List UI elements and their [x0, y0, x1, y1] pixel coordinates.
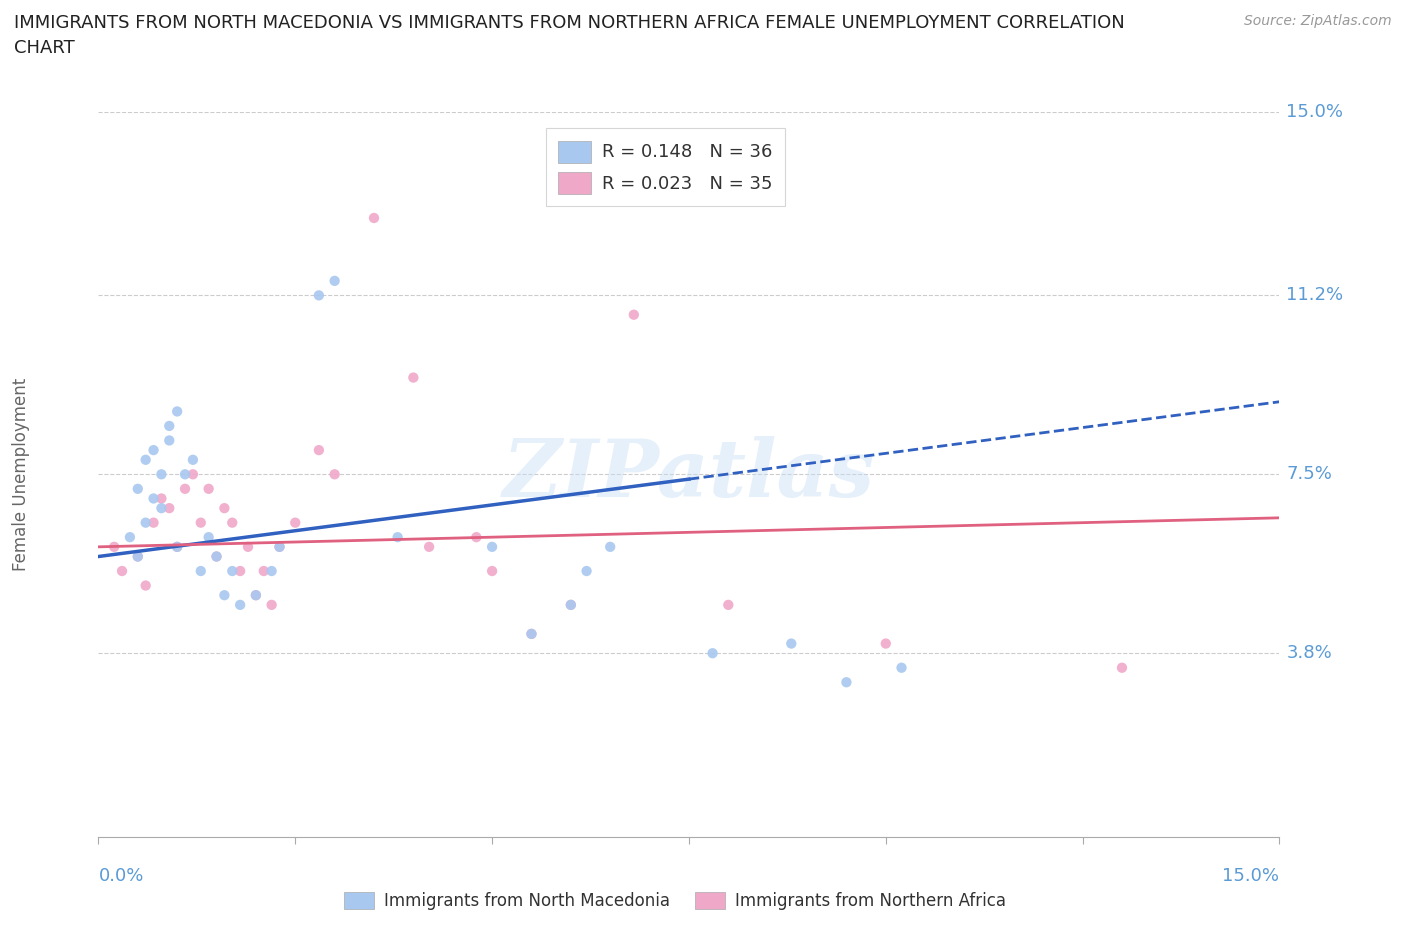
Point [197, 482, 219, 497]
Legend: R = 0.148   N = 36, R = 0.023   N = 35: R = 0.148 N = 36, R = 0.023 N = 35 [546, 128, 785, 206]
Point [284, 515, 307, 530]
Point [780, 636, 803, 651]
Point [387, 530, 409, 545]
Legend: Immigrants from North Macedonia, Immigrants from Northern Africa: Immigrants from North Macedonia, Immigra… [337, 885, 1012, 917]
Point [197, 530, 219, 545]
Point [363, 210, 385, 225]
Point [245, 588, 267, 603]
Point [142, 491, 165, 506]
Point [236, 539, 259, 554]
Text: 7.5%: 7.5% [1286, 465, 1333, 484]
Point [157, 418, 180, 433]
Point [269, 539, 291, 554]
Point [520, 627, 543, 642]
Point [402, 370, 425, 385]
Point [229, 597, 252, 612]
Point [214, 588, 236, 603]
Point [253, 564, 276, 578]
Point [142, 515, 165, 530]
Point [323, 273, 346, 288]
Point [157, 500, 180, 515]
Point [190, 564, 212, 578]
Point [717, 597, 740, 612]
Point [166, 539, 188, 554]
Point [205, 549, 228, 564]
Text: Source: ZipAtlas.com: Source: ZipAtlas.com [1244, 14, 1392, 28]
Point [166, 539, 188, 554]
Point [308, 288, 330, 303]
Text: CHART: CHART [14, 39, 75, 57]
Point [560, 597, 582, 612]
Point [174, 467, 197, 482]
Text: 11.2%: 11.2% [1286, 286, 1344, 304]
Text: IMMIGRANTS FROM NORTH MACEDONIA VS IMMIGRANTS FROM NORTHERN AFRICA FEMALE UNEMPL: IMMIGRANTS FROM NORTH MACEDONIA VS IMMIG… [14, 14, 1125, 32]
Point [575, 564, 598, 578]
Text: 15.0%: 15.0% [1222, 867, 1279, 884]
Point [150, 491, 173, 506]
Text: Female Unemployment: Female Unemployment [13, 378, 30, 571]
Point [181, 452, 204, 467]
Point [229, 564, 252, 578]
Point [135, 578, 157, 593]
Point [150, 467, 173, 482]
Point [418, 539, 440, 554]
Point [214, 500, 236, 515]
Point [245, 588, 267, 603]
Point [127, 549, 149, 564]
Point [135, 452, 157, 467]
Point [205, 549, 228, 564]
Point [174, 482, 197, 497]
Point [142, 443, 165, 458]
Text: 0.0%: 0.0% [98, 867, 143, 884]
Point [150, 500, 173, 515]
Point [157, 433, 180, 448]
Point [221, 564, 243, 578]
Point [481, 564, 503, 578]
Point [875, 636, 897, 651]
Point [166, 404, 188, 418]
Text: 15.0%: 15.0% [1286, 102, 1344, 121]
Point [835, 675, 858, 690]
Point [181, 467, 204, 482]
Point [103, 539, 125, 554]
Point [1111, 660, 1133, 675]
Point [599, 539, 621, 554]
Point [465, 530, 488, 545]
Point [890, 660, 912, 675]
Point [623, 307, 645, 322]
Text: ZIPatlas: ZIPatlas [503, 435, 875, 513]
Point [221, 515, 243, 530]
Point [702, 645, 724, 660]
Point [560, 597, 582, 612]
Point [260, 597, 283, 612]
Point [269, 539, 291, 554]
Point [323, 467, 346, 482]
Point [308, 443, 330, 458]
Point [190, 515, 212, 530]
Point [127, 549, 149, 564]
Point [260, 564, 283, 578]
Point [520, 627, 543, 642]
Text: 3.8%: 3.8% [1286, 644, 1333, 662]
Point [481, 539, 503, 554]
Point [127, 482, 149, 497]
Point [118, 530, 141, 545]
Point [111, 564, 134, 578]
Point [135, 515, 157, 530]
